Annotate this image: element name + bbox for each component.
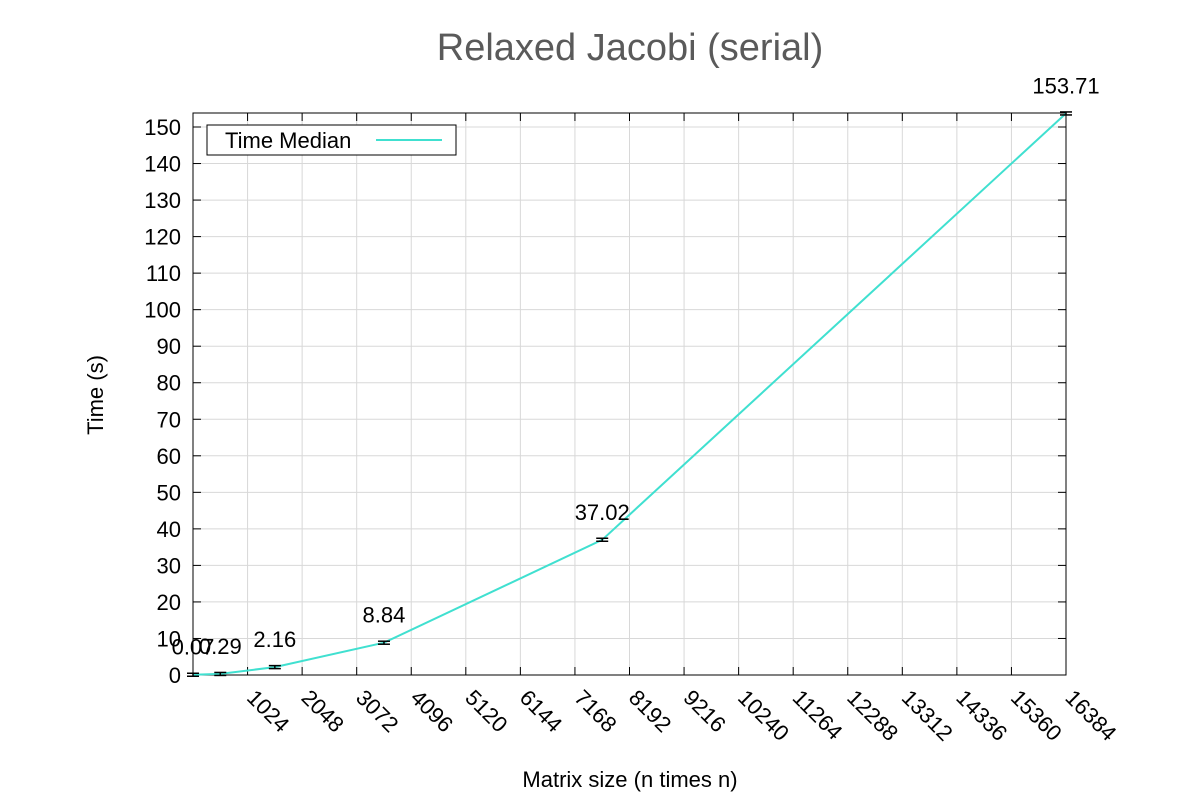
- data-point: [596, 537, 609, 543]
- series-line: [192, 112, 1067, 676]
- data-label: 37.02: [575, 500, 630, 525]
- data-label: 2.16: [253, 627, 296, 652]
- data-label: 153.71: [1032, 73, 1099, 98]
- data-point: [187, 672, 199, 677]
- x-tick-label: 13312: [897, 685, 958, 746]
- x-tick-label: 8192: [624, 685, 676, 737]
- y-tick-label: 70: [157, 407, 181, 432]
- x-tick-label: 15360: [1006, 685, 1067, 746]
- data-label: 8.84: [363, 603, 406, 628]
- y-tick-label: 0: [169, 663, 181, 688]
- y-axis: 0 10 20 30 40 50 60 70 80 90 100 110 120 130 140 150: [144, 115, 1066, 688]
- x-tick-label: 5120: [460, 685, 512, 737]
- x-tick-label: 3072: [351, 685, 403, 737]
- x-tick-label: 12288: [842, 685, 903, 746]
- y-tick-label: 50: [157, 480, 181, 505]
- x-tick-label: 11264: [788, 685, 848, 745]
- data-labels: 0.070.29 2.16 8.84 37.02 153.71: [172, 73, 1100, 659]
- data-label: 0.07: [172, 635, 215, 660]
- y-tick-label: 150: [144, 115, 181, 140]
- y-tick-label: 110: [146, 261, 181, 286]
- y-tick-label: 40: [157, 517, 181, 542]
- y-tick-label: 80: [157, 371, 181, 396]
- data-point: [214, 671, 227, 677]
- x-tick-label: 1024: [242, 685, 294, 737]
- y-tick-label: 120: [144, 225, 181, 250]
- y-tick-label: 10: [157, 626, 181, 651]
- x-tick-label: 9216: [679, 685, 731, 737]
- x-tick-label: 14336: [951, 685, 1012, 746]
- data-point: [268, 664, 281, 670]
- y-tick-label: 100: [144, 298, 181, 323]
- legend: Time Median: [206, 124, 457, 156]
- y-tick-label: 140: [144, 152, 181, 177]
- series: [187, 111, 1072, 677]
- x-tick-label: 7168: [569, 685, 621, 737]
- y-axis-label: Time (s): [83, 355, 108, 435]
- grid: [193, 113, 1066, 675]
- y-tick-label: 30: [157, 553, 181, 578]
- y-tick-label: 60: [157, 444, 181, 469]
- data-point: [1060, 111, 1072, 116]
- data-point: [377, 640, 390, 645]
- x-tick-label: 4096: [406, 685, 458, 737]
- x-tick-label: 2048: [297, 685, 349, 737]
- x-axis: 1024 2048 3072 4096 5120 6144 7168 8192 9216 1024…: [242, 113, 1121, 746]
- chart-title: Relaxed Jacobi (serial): [437, 27, 824, 69]
- x-tick-label: 6144: [515, 685, 567, 737]
- x-axis-label: Matrix size (n times n): [522, 767, 737, 792]
- x-tick-label: 16384: [1060, 685, 1121, 746]
- x-tick-label: 10240: [733, 685, 794, 746]
- y-tick-label: 90: [157, 334, 181, 359]
- data-label: 0.29: [199, 634, 242, 659]
- y-tick-label: 20: [157, 590, 181, 615]
- legend-label: Time Median: [225, 128, 351, 153]
- y-tick-label: 130: [144, 188, 181, 213]
